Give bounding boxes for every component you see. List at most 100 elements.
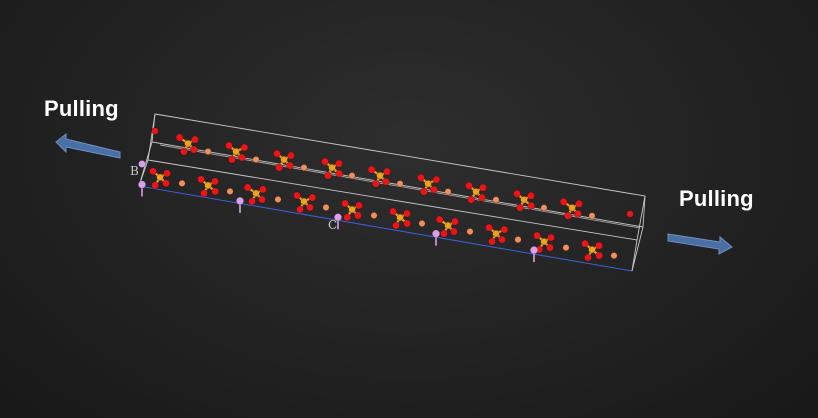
oxygen-atom — [151, 181, 160, 190]
lithium-atom — [529, 246, 539, 255]
oxygen-atom — [248, 197, 256, 206]
cell-edge — [147, 159, 638, 241]
phosphorus-atom — [472, 188, 480, 196]
axis-label-b: B — [130, 164, 139, 178]
oxygen-atom — [163, 169, 171, 178]
pulling-label-right: Pulling — [679, 186, 754, 211]
phosphorus-atom — [156, 173, 164, 182]
oxygen-atom — [175, 133, 184, 142]
phosphorus-atom — [588, 245, 596, 254]
metal-atom — [444, 188, 452, 196]
metal-atom — [204, 148, 212, 156]
oxygen-atom — [191, 135, 199, 144]
metal-atom — [322, 203, 330, 211]
oxygen-atom — [488, 237, 496, 246]
oxygen-atom — [286, 161, 294, 170]
phosphorus-atom — [184, 139, 192, 148]
lithium-atom — [333, 213, 343, 222]
oxygen-atom — [451, 217, 459, 226]
oxygen-atom — [440, 229, 448, 238]
metal-atom — [418, 220, 426, 228]
phosphorus-atom — [232, 147, 240, 156]
oxygen-atom — [513, 189, 521, 198]
oxygen-atom — [382, 177, 390, 186]
oxygen-atom — [258, 195, 266, 204]
oxygen-atom — [430, 185, 438, 194]
oxygen-atom — [465, 181, 473, 190]
oxygen-atom — [341, 199, 349, 208]
phosphorus-atom — [424, 179, 432, 188]
phosphorus-atom — [252, 189, 260, 198]
oxygen-atom — [211, 187, 220, 196]
oxygen-atom — [225, 141, 233, 150]
lithium-atom — [137, 180, 147, 189]
oxygen-atom — [403, 209, 411, 218]
oxygen-atom — [243, 183, 252, 192]
oxygen-atom — [516, 203, 524, 212]
oxygen-atom — [392, 221, 400, 230]
lithium-atom — [138, 160, 146, 168]
oxygen-atom — [287, 151, 295, 160]
phosphorus-atom — [520, 196, 528, 204]
phosphorus-atom — [492, 229, 500, 238]
oxygen-atom — [581, 239, 589, 248]
oxygen-atom — [321, 157, 329, 166]
metal-atom — [300, 164, 308, 172]
oxygen-atom — [306, 203, 314, 212]
oxygen-atom — [547, 233, 555, 242]
phosphorus-atom — [396, 213, 404, 222]
oxygen-atom — [417, 173, 425, 182]
oxygen-atom — [273, 149, 281, 158]
metal-atom — [540, 204, 548, 212]
oxygen-atom — [197, 175, 205, 184]
oxygen-atom — [595, 241, 603, 250]
oxygen-atom — [485, 223, 493, 232]
oxygen-atom — [275, 163, 284, 172]
oxygen-atom — [355, 201, 363, 210]
metal-atom — [348, 172, 356, 180]
metal-atom — [178, 179, 186, 187]
phosphorus-atom — [568, 204, 576, 212]
pull-arrow-right — [667, 233, 733, 255]
metal-atom — [562, 244, 570, 252]
oxygen-atom — [479, 183, 487, 192]
oxygen-atom — [293, 191, 301, 200]
oxygen-atom — [149, 167, 157, 176]
cell-edge — [631, 239, 638, 272]
oxygen-atom — [389, 207, 397, 216]
phosphorus-atom — [300, 197, 308, 206]
phosphorus-atom — [540, 237, 548, 246]
oxygen-atom — [383, 167, 391, 176]
metal-atom — [466, 228, 474, 236]
oxygen-atom — [367, 165, 376, 174]
oxygen-atom — [533, 231, 541, 240]
phosphorus-atom — [280, 155, 288, 164]
oxygen-atom — [559, 197, 568, 206]
phosphorus-atom — [204, 181, 212, 190]
atoms-layer — [137, 127, 634, 263]
lithium-atom — [235, 196, 245, 206]
oxygen-atom — [498, 235, 506, 244]
lithium-atom — [431, 229, 441, 238]
oxygen-atom — [240, 143, 249, 152]
phosphorus-atom — [376, 171, 384, 180]
oxygen-atom — [190, 145, 198, 154]
oxygen-atom — [595, 251, 604, 260]
oxygen-atom — [296, 205, 304, 214]
oxygen-atom — [162, 179, 170, 188]
oxygen-atom — [500, 225, 509, 234]
phosphorus-atom — [444, 221, 452, 230]
phosphorus-atom — [328, 163, 336, 172]
pull-arrow-left — [55, 132, 121, 159]
metal-atom — [492, 196, 500, 204]
metal-atom — [226, 187, 234, 195]
phosphorus-atom — [348, 205, 356, 214]
cell-edge — [147, 113, 156, 161]
oxygen-atom — [343, 213, 352, 222]
cell-edge-bottom — [138, 185, 633, 272]
oxygen-atom — [228, 155, 236, 164]
cell-edge — [636, 195, 646, 241]
oxygen-atom — [403, 219, 412, 228]
